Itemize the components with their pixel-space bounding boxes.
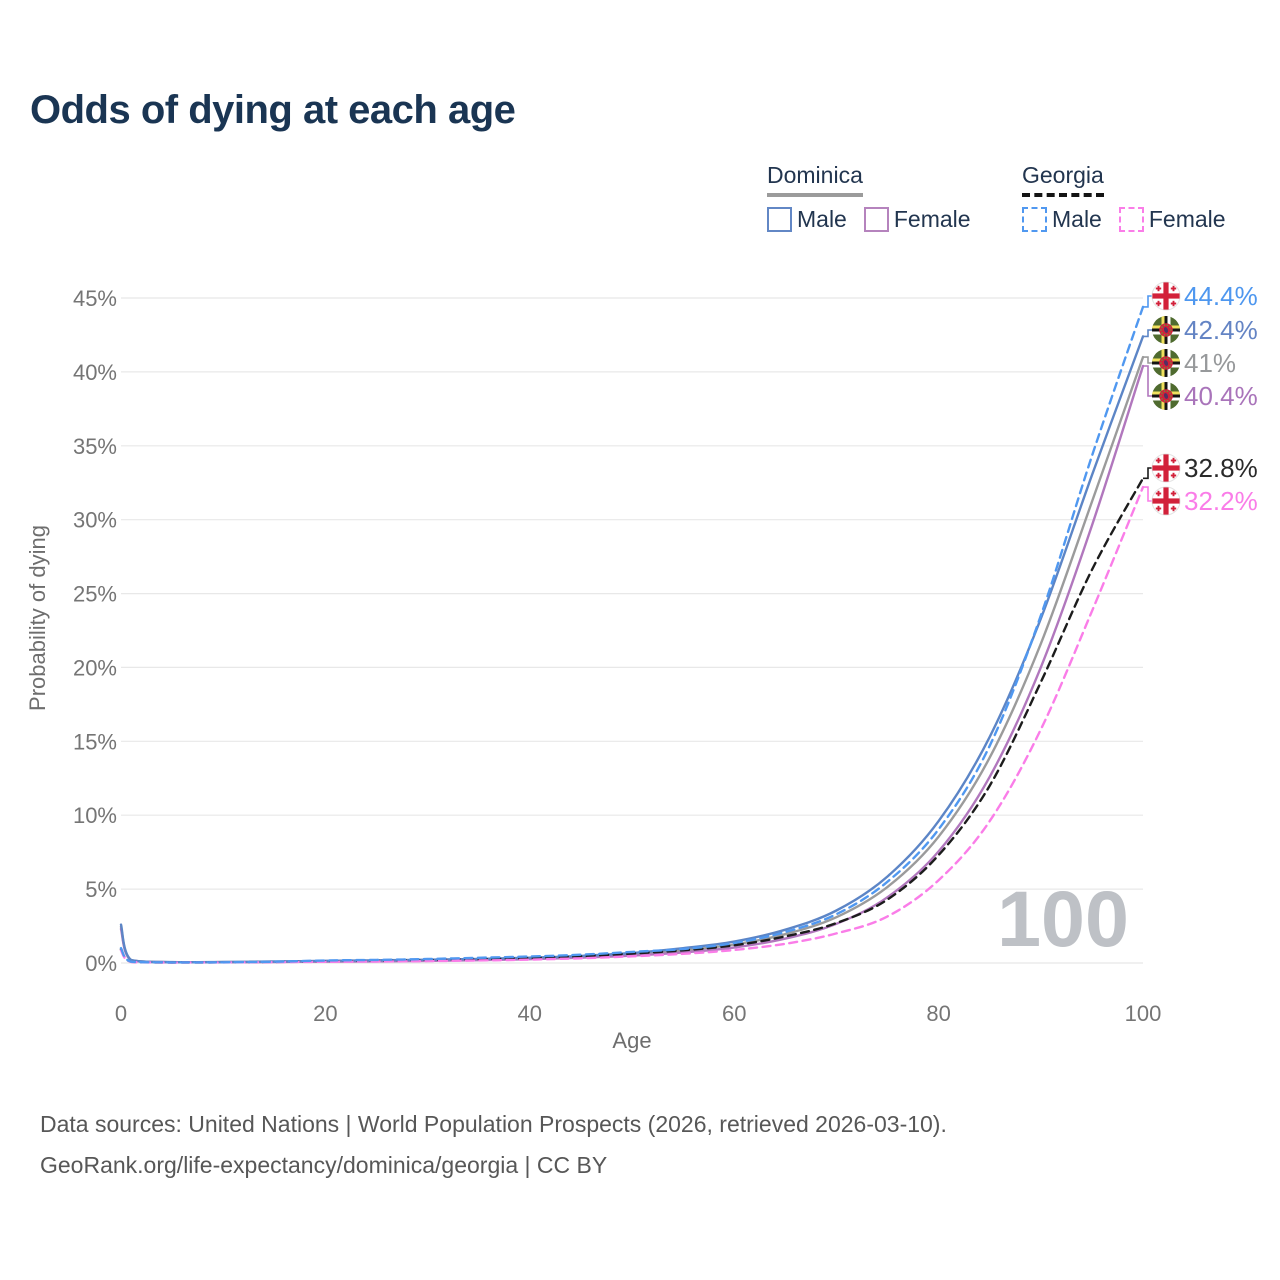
end-label-dominica-both: 41% bbox=[1184, 348, 1236, 378]
legend-group-title-dominica[interactable]: Dominica bbox=[767, 162, 863, 197]
legend-group-dominica: Dominica Male Female bbox=[767, 162, 971, 233]
page-title: Odds of dying at each age bbox=[30, 88, 516, 132]
legend-item-dominica-female[interactable]: Female bbox=[863, 206, 971, 233]
x-tick-label: 60 bbox=[722, 1001, 746, 1026]
leader-line-georgia-male bbox=[1143, 295, 1152, 308]
legend: Dominica Male Female Georgia Male Female bbox=[0, 162, 1280, 252]
georgia-flag-icon bbox=[1151, 486, 1181, 516]
georgia-female-swatch-icon bbox=[1118, 207, 1144, 232]
series-line-georgia-male[interactable] bbox=[119, 305, 1145, 964]
attribution-text: GeoRank.org/life-expectancy/dominica/geo… bbox=[40, 1152, 608, 1178]
x-axis-tick-labels: 0 20 40 60 80 100 bbox=[115, 1001, 1161, 1026]
y-tick-label: 20% bbox=[73, 655, 117, 680]
dominica-male-swatch-icon bbox=[767, 207, 792, 232]
hovered-age-watermark: 100 bbox=[997, 874, 1129, 963]
y-tick-label: 0% bbox=[85, 951, 117, 976]
leader-line-dominica-male bbox=[1143, 329, 1152, 338]
y-tick-label: 5% bbox=[85, 877, 117, 902]
series-lines bbox=[119, 305, 1145, 964]
footer: Data sources: United Nations | World Pop… bbox=[40, 1104, 947, 1186]
y-tick-label: 40% bbox=[73, 360, 117, 385]
end-label-georgia-female: 32.2% bbox=[1184, 486, 1258, 516]
y-tick-label: 10% bbox=[73, 803, 117, 828]
legend-group-title-georgia[interactable]: Georgia bbox=[1022, 162, 1104, 197]
x-tick-label: 0 bbox=[115, 1001, 127, 1026]
x-axis-title: Age bbox=[612, 1028, 651, 1053]
leader-line-dominica-female bbox=[1143, 365, 1152, 397]
y-tick-label: 35% bbox=[73, 434, 117, 459]
dominica-flag-icon bbox=[1152, 349, 1180, 377]
end-labels: 41%40.4% 42.4% 32.8%32.2% 44.4% bbox=[1143, 281, 1258, 516]
data-sources-text: Data sources: United Nations | World Pop… bbox=[40, 1111, 947, 1137]
end-label-dominica-male: 42.4% bbox=[1184, 315, 1258, 345]
y-axis-title: Probability of dying bbox=[25, 525, 50, 711]
plot-area[interactable] bbox=[121, 290, 1143, 963]
end-label-dominica-female: 40.4% bbox=[1184, 381, 1258, 411]
y-tick-label: 25% bbox=[73, 582, 117, 607]
y-tick-label: 15% bbox=[73, 729, 117, 754]
dominica-flag-icon bbox=[1152, 316, 1180, 344]
legend-item-label: Male bbox=[1052, 206, 1102, 232]
series-line-georgia-female[interactable] bbox=[119, 485, 1145, 964]
legend-item-label: Female bbox=[893, 206, 971, 232]
x-tick-label: 80 bbox=[926, 1001, 950, 1026]
dominica-flag-icon bbox=[1152, 382, 1180, 410]
georgia-male-swatch-icon bbox=[1022, 207, 1047, 232]
leader-line-dominica-both bbox=[1143, 356, 1152, 364]
end-label-georgia-both: 32.8% bbox=[1184, 453, 1258, 483]
y-axis-tick-labels: 0% 5% 10% 15% 20% 25% 30% 35% 40% 45% bbox=[73, 286, 117, 976]
leader-line-georgia-female bbox=[1143, 486, 1152, 502]
y-tick-label: 30% bbox=[73, 508, 117, 533]
legend-item-label: Female bbox=[1148, 206, 1226, 232]
x-tick-label: 40 bbox=[518, 1001, 542, 1026]
legend-item-dominica-male[interactable]: Male bbox=[767, 206, 847, 233]
legend-item-georgia-female[interactable]: Female bbox=[1118, 206, 1226, 233]
georgia-flag-icon bbox=[1151, 453, 1181, 483]
georgia-flag-icon bbox=[1151, 281, 1181, 311]
legend-group-georgia: Georgia Male Female bbox=[1022, 162, 1226, 233]
x-tick-label: 100 bbox=[1125, 1001, 1162, 1026]
x-tick-label: 20 bbox=[313, 1001, 337, 1026]
legend-item-georgia-male[interactable]: Male bbox=[1022, 206, 1102, 233]
legend-item-label: Male bbox=[797, 206, 847, 232]
leader-line-georgia-both bbox=[1143, 467, 1152, 480]
dominica-female-swatch-icon bbox=[863, 207, 889, 232]
y-tick-label: 45% bbox=[73, 286, 117, 311]
end-label-georgia-male: 44.4% bbox=[1184, 281, 1258, 311]
